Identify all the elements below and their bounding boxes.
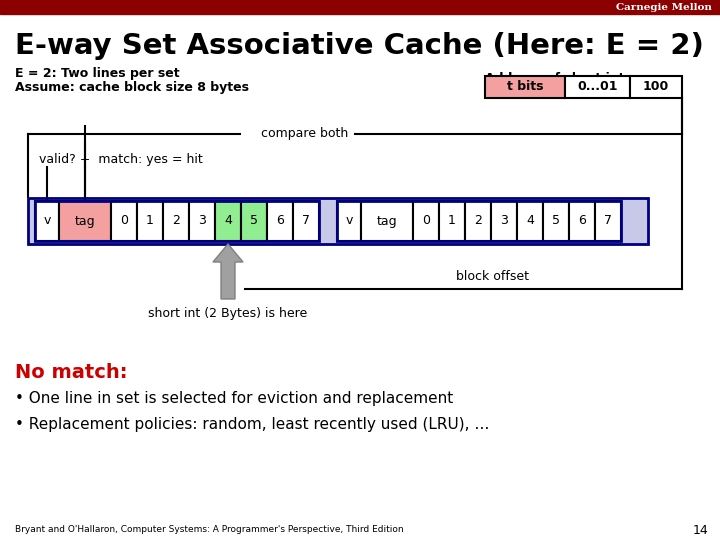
Bar: [595, 201, 621, 241]
Text: 100: 100: [643, 80, 669, 93]
Bar: [59, 201, 111, 241]
Text: 3: 3: [198, 214, 206, 227]
Bar: [267, 201, 293, 241]
Text: tag: tag: [75, 214, 95, 227]
Bar: [517, 201, 543, 241]
Text: 7: 7: [604, 214, 612, 227]
Bar: [111, 201, 137, 241]
Bar: [361, 201, 413, 241]
Text: block offset: block offset: [456, 271, 529, 284]
Bar: [163, 201, 189, 241]
Text: 0: 0: [120, 214, 128, 227]
Bar: [35, 201, 59, 241]
Text: valid? +  match: yes = hit: valid? + match: yes = hit: [39, 153, 203, 166]
Bar: [543, 201, 569, 241]
Text: 4: 4: [224, 214, 232, 227]
Text: 5: 5: [250, 214, 258, 227]
Text: 7: 7: [302, 214, 310, 227]
Text: short int (2 Bytes) is here: short int (2 Bytes) is here: [148, 307, 307, 320]
Bar: [215, 201, 241, 241]
Text: E-way Set Associative Cache (Here: E = 2): E-way Set Associative Cache (Here: E = 2…: [15, 32, 704, 60]
Bar: [189, 201, 215, 241]
Text: Assume: cache block size 8 bytes: Assume: cache block size 8 bytes: [15, 82, 249, 94]
Text: • One line in set is selected for eviction and replacement: • One line in set is selected for evicti…: [15, 390, 454, 406]
Bar: [337, 201, 621, 241]
Text: 5: 5: [552, 214, 560, 227]
Text: 1: 1: [146, 214, 154, 227]
Bar: [0, 0, 720, 14]
Bar: [241, 201, 267, 241]
Text: 2: 2: [172, 214, 180, 227]
Text: Bryant and O'Hallaron, Computer Systems: A Programmer's Perspective, Third Editi: Bryant and O'Hallaron, Computer Systems:…: [15, 525, 404, 535]
Bar: [491, 201, 517, 241]
Text: 0: 0: [422, 214, 430, 227]
Text: tag: tag: [377, 214, 397, 227]
Bar: [137, 201, 163, 241]
Polygon shape: [213, 244, 243, 299]
Bar: [337, 201, 361, 241]
Bar: [293, 201, 319, 241]
Text: 2: 2: [474, 214, 482, 227]
Text: 6: 6: [578, 214, 586, 227]
Bar: [35, 201, 319, 241]
Text: 4: 4: [526, 214, 534, 227]
Text: 3: 3: [500, 214, 508, 227]
Text: v: v: [43, 214, 50, 227]
Bar: [28, 198, 648, 244]
Text: v: v: [346, 214, 353, 227]
Text: 1: 1: [448, 214, 456, 227]
Text: No match:: No match:: [15, 362, 127, 381]
Bar: [439, 201, 465, 241]
Bar: [28, 198, 648, 244]
Text: • Replacement policies: random, least recently used (LRU), …: • Replacement policies: random, least re…: [15, 416, 490, 431]
Text: E = 2: Two lines per set: E = 2: Two lines per set: [15, 68, 179, 80]
Bar: [485, 76, 565, 98]
Text: Address of short int:: Address of short int:: [485, 71, 629, 84]
Text: 14: 14: [692, 523, 708, 537]
Bar: [630, 76, 682, 98]
Text: t bits: t bits: [507, 80, 544, 93]
Text: 6: 6: [276, 214, 284, 227]
Bar: [565, 76, 630, 98]
Bar: [413, 201, 439, 241]
Text: Carnegie Mellon: Carnegie Mellon: [616, 3, 712, 11]
Text: 0...01: 0...01: [577, 80, 618, 93]
Bar: [465, 201, 491, 241]
Bar: [569, 201, 595, 241]
Text: compare both: compare both: [261, 127, 348, 140]
